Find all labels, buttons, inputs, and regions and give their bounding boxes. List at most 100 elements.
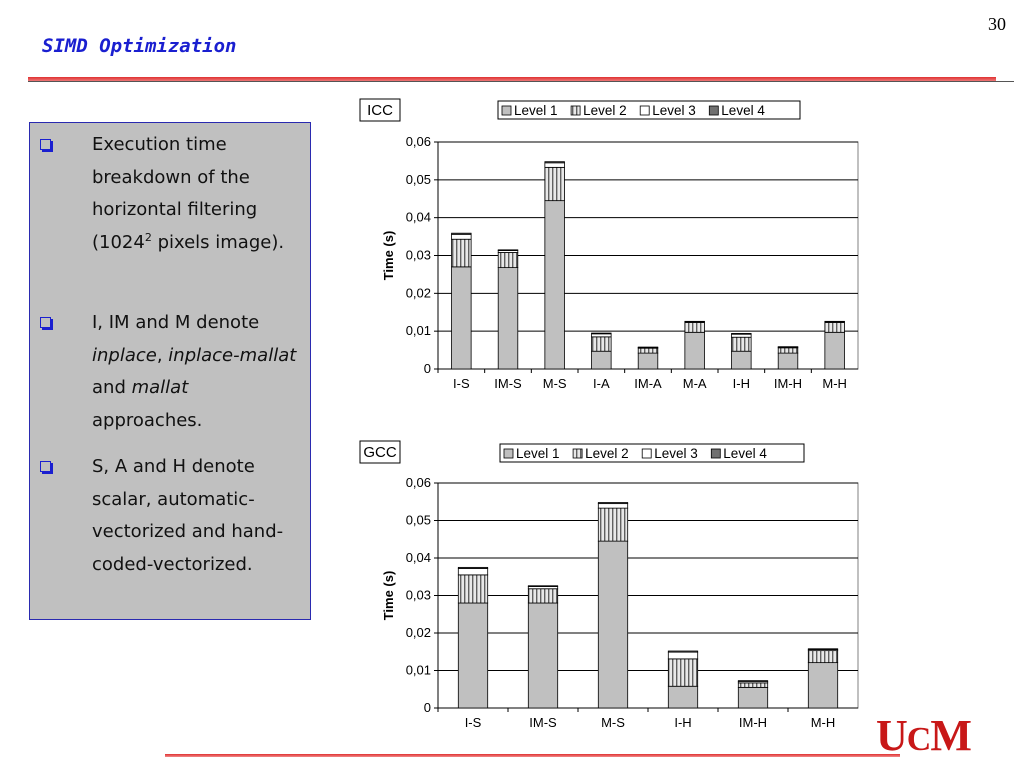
bar-segment bbox=[497, 249, 519, 251]
bar-segment bbox=[591, 336, 612, 352]
bar-segment bbox=[824, 322, 845, 333]
bar-segment bbox=[807, 662, 839, 709]
bar-segment bbox=[497, 252, 519, 269]
bar-segment bbox=[684, 331, 705, 370]
bar-segment bbox=[591, 350, 612, 370]
title-divider bbox=[28, 77, 996, 82]
legend-label: Level 1 bbox=[514, 103, 558, 118]
square-bullet-icon bbox=[40, 139, 51, 150]
bar-segment bbox=[527, 602, 559, 709]
legend-label: Level 4 bbox=[723, 446, 767, 461]
chart-legend: Level 1 Level 2 Level 3 Level 4 bbox=[497, 100, 801, 120]
x-tick-label: M-A bbox=[683, 376, 707, 391]
x-tick-label: I-S bbox=[465, 715, 482, 730]
legend-label: Level 3 bbox=[654, 446, 698, 461]
y-tick-label: 0,02 bbox=[406, 625, 431, 640]
bar-segment bbox=[457, 574, 489, 604]
bar-segment bbox=[457, 568, 489, 576]
bar-segment bbox=[497, 267, 519, 370]
y-axis-label: Time (s) bbox=[381, 571, 396, 621]
bullet-text-part: pixels image). bbox=[151, 231, 285, 253]
bar-segment bbox=[544, 200, 565, 370]
y-tick-label: 0 bbox=[424, 361, 431, 376]
bar-segment bbox=[637, 352, 659, 370]
bullet-text-part: and bbox=[92, 377, 132, 398]
bullet-list-box: Execution time breakdown of the horizont… bbox=[29, 122, 311, 620]
legend-swatch bbox=[570, 105, 581, 116]
y-tick-label: 0,03 bbox=[406, 588, 431, 603]
x-tick-label: IM-S bbox=[529, 715, 557, 730]
legend-label: Level 2 bbox=[583, 103, 627, 118]
bar-segment bbox=[451, 233, 472, 240]
bar-segment bbox=[597, 507, 629, 542]
y-tick-label: 0,05 bbox=[406, 513, 431, 528]
y-tick-label: 0,01 bbox=[406, 663, 431, 678]
bar-segment bbox=[737, 686, 769, 709]
legend-swatch bbox=[710, 448, 721, 459]
bullet-text-part: I, IM and M denote bbox=[92, 312, 260, 333]
bar-segment bbox=[777, 352, 799, 370]
x-tick-label: M-H bbox=[811, 715, 836, 730]
bullet-text-part: S, A and H denote scalar, automatic-vect… bbox=[92, 456, 284, 575]
bar-segment bbox=[731, 333, 752, 338]
bar-segment bbox=[544, 161, 565, 164]
bar-segment bbox=[544, 166, 565, 202]
bullet-text-part: inplace-mallat bbox=[168, 344, 297, 366]
bar-segment bbox=[591, 333, 612, 338]
chart-legend: Level 1 Level 2 Level 3 Level 4 bbox=[499, 443, 805, 463]
legend-label: Level 3 bbox=[652, 103, 696, 118]
bar-segment bbox=[731, 336, 752, 352]
y-tick-label: 0,03 bbox=[406, 248, 431, 263]
bullet-text-part: , bbox=[156, 344, 169, 366]
legend-swatch bbox=[503, 448, 514, 459]
bar-segment bbox=[457, 566, 489, 569]
icc-chart-svg: ICC Level 1 Level 2 Level 3 Level 4 0 0,01 0,02… bbox=[359, 98, 859, 391]
x-tick-label: M-H bbox=[822, 376, 847, 391]
y-tick-label: 0,04 bbox=[406, 550, 431, 565]
legend-swatch bbox=[641, 448, 652, 459]
bar-segment bbox=[807, 650, 839, 664]
bar-segment bbox=[684, 322, 705, 333]
y-tick-label: 0,06 bbox=[406, 134, 431, 149]
x-tick-label: I-S bbox=[453, 376, 470, 391]
chart-title-box: GCC bbox=[359, 440, 401, 464]
x-tick-label: IM-S bbox=[494, 376, 522, 391]
bullet-text-part: approaches. bbox=[92, 409, 203, 431]
title-divider-line bbox=[28, 81, 1014, 82]
x-tick-label: I-A bbox=[593, 376, 610, 391]
square-bullet-icon bbox=[40, 461, 51, 472]
bar-segment bbox=[667, 650, 699, 653]
legend-swatch bbox=[708, 105, 719, 116]
chart-title: GCC bbox=[363, 444, 397, 461]
bar-segment bbox=[527, 585, 559, 587]
bullet-item: Execution time breakdown of the horizont… bbox=[40, 129, 302, 259]
bar-segment bbox=[451, 232, 472, 235]
bar-segment bbox=[591, 332, 612, 335]
x-tick-label: M-S bbox=[543, 376, 567, 391]
y-axis-label: Time (s) bbox=[381, 231, 396, 281]
bar-segment bbox=[457, 602, 489, 709]
legend-label: Level 2 bbox=[585, 446, 629, 461]
bullet-item: I, IM and M denote inplace, inplace-mall… bbox=[40, 307, 302, 437]
bullet-text: S, A and H denote scalar, automatic-vect… bbox=[92, 451, 302, 581]
slide-number: 30 bbox=[988, 14, 1006, 34]
bullet-text-part: 2 bbox=[144, 230, 152, 244]
footer-divider bbox=[165, 754, 900, 757]
slide-title: SIMD Optimization bbox=[42, 35, 237, 57]
ucm-logo: UCM bbox=[876, 711, 972, 760]
bar-segment bbox=[667, 658, 699, 687]
y-tick-label: 0,01 bbox=[406, 323, 431, 338]
bullet-text-part: Execution time breakdown of the horizont… bbox=[92, 134, 258, 253]
legend-swatch bbox=[639, 105, 650, 116]
bar-segment bbox=[824, 331, 845, 370]
legend-swatch bbox=[572, 448, 583, 459]
bar-segment bbox=[451, 238, 472, 268]
bullet-text-part: inplace bbox=[92, 344, 157, 366]
bar-segment bbox=[667, 685, 699, 709]
legend-label: Level 1 bbox=[516, 446, 560, 461]
bar-segment bbox=[597, 502, 629, 505]
y-tick-label: 0,05 bbox=[406, 172, 431, 187]
x-tick-label: I-H bbox=[674, 715, 691, 730]
x-tick-label: I-H bbox=[733, 376, 750, 391]
legend-swatch bbox=[501, 105, 512, 116]
